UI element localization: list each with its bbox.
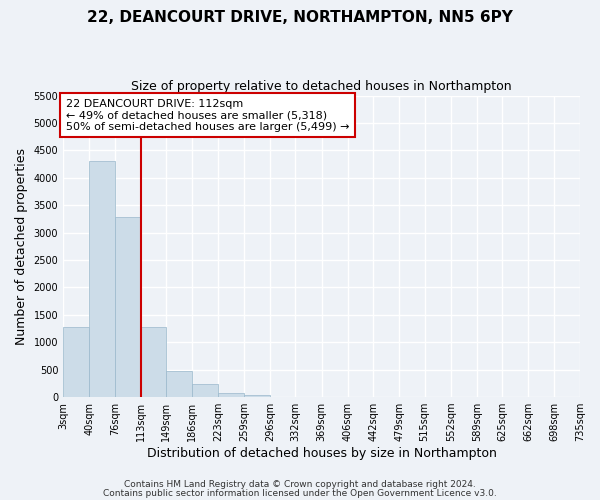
Bar — [115, 218, 141, 397]
Text: 22, DEANCOURT DRIVE, NORTHAMPTON, NN5 6PY: 22, DEANCOURT DRIVE, NORTHAMPTON, NN5 6P… — [87, 10, 513, 25]
Text: Contains public sector information licensed under the Open Government Licence v3: Contains public sector information licen… — [103, 488, 497, 498]
Y-axis label: Number of detached properties: Number of detached properties — [15, 148, 28, 345]
X-axis label: Distribution of detached houses by size in Northampton: Distribution of detached houses by size … — [146, 447, 497, 460]
Bar — [244, 395, 270, 397]
Text: 22 DEANCOURT DRIVE: 112sqm
← 49% of detached houses are smaller (5,318)
50% of s: 22 DEANCOURT DRIVE: 112sqm ← 49% of deta… — [66, 98, 349, 132]
Bar — [63, 328, 89, 397]
Bar — [193, 384, 218, 397]
Text: Contains HM Land Registry data © Crown copyright and database right 2024.: Contains HM Land Registry data © Crown c… — [124, 480, 476, 489]
Bar — [166, 371, 193, 397]
Bar — [141, 327, 166, 397]
Title: Size of property relative to detached houses in Northampton: Size of property relative to detached ho… — [131, 80, 512, 93]
Bar — [89, 161, 115, 397]
Bar — [218, 392, 244, 397]
